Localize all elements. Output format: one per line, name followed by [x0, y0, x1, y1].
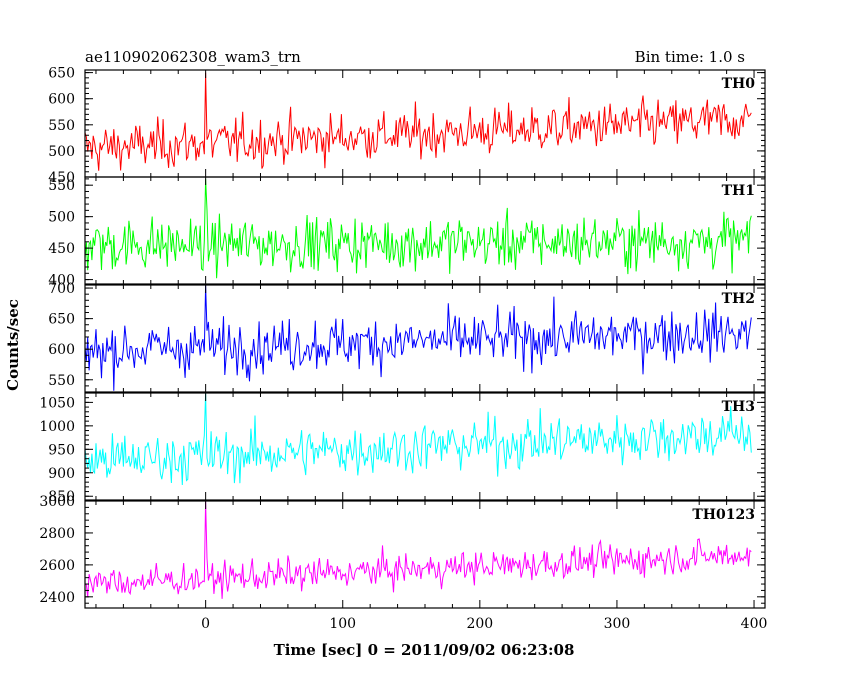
y-tick-label: 550: [48, 118, 75, 134]
panel-th1: 400 450 500 550 TH1: [48, 176, 766, 289]
x-tick-label: 200: [466, 616, 493, 632]
bin-time-label: Bin time: 1.0 s: [635, 48, 745, 66]
y-tick-label: 2400: [39, 590, 75, 606]
y-tick-label: 600: [48, 342, 75, 358]
y-axis-label: Counts/sec: [4, 299, 22, 391]
panel-label-th0: TH0: [722, 76, 756, 92]
y-tick-label: 550: [48, 373, 75, 389]
panel-frame: [84, 500, 766, 609]
y-tick-label: 400: [48, 273, 75, 289]
x-tick-label: 300: [604, 616, 631, 632]
y-tick-label: 1000: [39, 419, 75, 435]
y-tick-label: 650: [48, 66, 75, 82]
panel-th0: 450 500 550 600 650 TH0: [48, 66, 766, 186]
panel-frame: [84, 392, 766, 501]
series-line-th0: [85, 72, 752, 171]
panel-label-th1: TH1: [722, 183, 755, 199]
series-line-th2: [85, 285, 752, 391]
panel-th2: 550 600 650 700 TH2: [48, 281, 766, 393]
y-tick-label: 500: [48, 144, 75, 160]
x-tick-label: 0: [201, 616, 210, 632]
series-line-th0123: [85, 501, 752, 599]
x-tick-label: 400: [741, 616, 768, 632]
panel-th0123: 2400 2600 2800 3000 TH0123: [39, 494, 766, 609]
panel-label-th2: TH2: [722, 291, 755, 307]
chart-panels: 450 500 550 600 650 TH0 400 450 500 550 TH1 550 600 6…: [39, 66, 767, 632]
y-tick-label: 2600: [39, 558, 75, 574]
y-tick-label: 1050: [39, 395, 75, 411]
panel-th3: 850 900 950 1000 1050 TH3: [39, 392, 766, 505]
panel-label-th0123: TH0123: [692, 507, 755, 523]
y-tick-label: 850: [48, 489, 75, 505]
y-tick-label: 2800: [39, 526, 75, 542]
y-tick-label: 500: [48, 210, 75, 226]
panel-frame: [84, 69, 766, 178]
y-tick-label: 700: [48, 281, 75, 297]
x-tick-label: 100: [329, 616, 356, 632]
y-tick-label: 950: [48, 442, 75, 458]
panel-label-th3: TH3: [722, 399, 755, 415]
y-tick-label: 900: [48, 466, 75, 482]
chart-title: ae110902062308_wam3_trn: [85, 48, 301, 66]
y-tick-label: 550: [48, 178, 75, 194]
y-tick-label: 450: [48, 241, 75, 257]
x-axis-label: Time [sec] 0 = 2011/09/02 06:23:08: [274, 641, 575, 659]
y-tick-label: 600: [48, 92, 75, 108]
series-line-th3: [85, 393, 752, 486]
y-tick-label: 3000: [39, 494, 75, 510]
y-tick-label: 650: [48, 312, 75, 328]
y-tick-label: 450: [48, 170, 75, 186]
series-line-th1: [85, 178, 752, 279]
